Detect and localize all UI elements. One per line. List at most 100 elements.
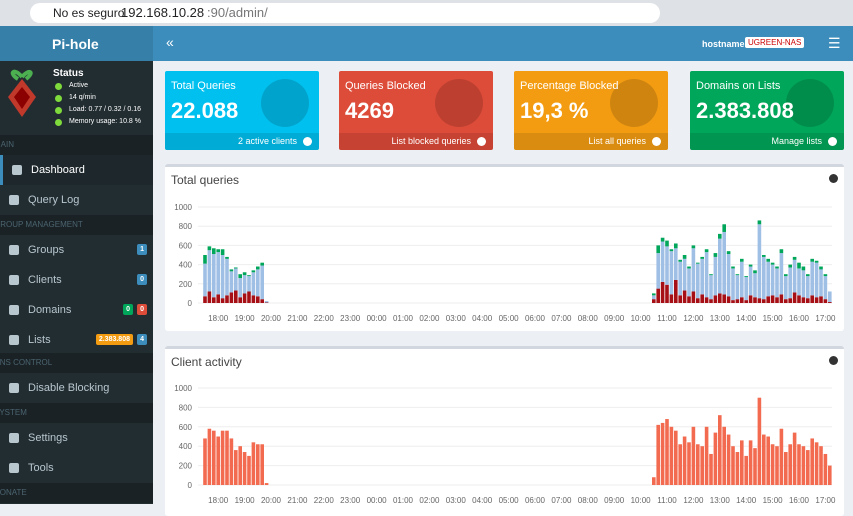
bar xyxy=(265,301,269,302)
bar xyxy=(252,442,256,485)
bar xyxy=(243,275,247,293)
bar xyxy=(740,440,744,485)
bar xyxy=(687,268,691,296)
bar xyxy=(661,282,665,303)
bar xyxy=(828,291,832,302)
x-tick-label: 22:00 xyxy=(314,496,335,504)
bar xyxy=(780,429,784,485)
x-tick-label: 18:00 xyxy=(208,314,229,323)
bar xyxy=(652,295,656,299)
y-tick-label: 0 xyxy=(188,481,193,490)
x-tick-label: 20:00 xyxy=(261,314,282,323)
bar xyxy=(744,456,748,485)
bar xyxy=(714,257,718,295)
y-tick-label: 800 xyxy=(179,222,193,231)
bar xyxy=(797,444,801,485)
bar xyxy=(815,263,819,298)
bar xyxy=(670,251,674,294)
x-tick-label: 21:00 xyxy=(287,496,308,504)
bar xyxy=(234,291,238,303)
x-tick-label: 16:00 xyxy=(789,496,810,504)
bar xyxy=(709,275,713,299)
y-tick-label: 0 xyxy=(188,299,193,308)
bar xyxy=(216,249,220,252)
bar xyxy=(758,398,762,485)
bar xyxy=(793,257,797,260)
bar xyxy=(828,302,832,303)
bar xyxy=(208,246,212,250)
bar xyxy=(819,446,823,485)
bar xyxy=(687,267,691,269)
bar xyxy=(661,238,665,242)
bar xyxy=(793,260,797,293)
bar xyxy=(731,267,735,269)
bar xyxy=(256,296,260,303)
bar xyxy=(784,276,788,299)
bar xyxy=(265,483,269,485)
bar xyxy=(718,234,722,239)
bar xyxy=(687,442,691,485)
bar xyxy=(810,295,814,303)
bar xyxy=(700,294,704,303)
bar xyxy=(212,248,216,254)
bar xyxy=(780,294,784,303)
x-tick-label: 02:00 xyxy=(419,314,440,323)
bar xyxy=(784,274,788,276)
bar xyxy=(775,446,779,485)
bar xyxy=(243,452,247,485)
bar xyxy=(810,438,814,485)
bar xyxy=(687,296,691,303)
bar xyxy=(678,260,682,262)
bar xyxy=(780,253,784,294)
x-tick-label: 15:00 xyxy=(763,314,784,323)
bar xyxy=(656,253,660,289)
x-tick-label: 17:00 xyxy=(815,496,836,504)
bar xyxy=(824,274,828,276)
bar xyxy=(797,268,801,295)
bar xyxy=(652,293,656,295)
bar xyxy=(784,452,788,485)
bar xyxy=(736,452,740,485)
bar xyxy=(203,438,207,485)
bar xyxy=(661,423,665,485)
bar xyxy=(753,273,757,297)
bar xyxy=(802,267,806,271)
bar xyxy=(234,267,238,268)
bar xyxy=(221,298,225,303)
bar xyxy=(665,241,669,247)
bar xyxy=(766,259,770,262)
bar xyxy=(665,419,669,485)
bar xyxy=(828,466,832,485)
bar xyxy=(238,297,242,303)
bar xyxy=(718,239,722,294)
bar xyxy=(252,272,256,295)
bar xyxy=(824,276,828,299)
bar xyxy=(221,431,225,485)
x-tick-label: 09:00 xyxy=(604,314,625,323)
bar xyxy=(802,446,806,485)
bar xyxy=(674,243,678,248)
x-tick-label: 15:00 xyxy=(763,496,784,504)
bar xyxy=(775,267,779,269)
x-tick-label: 20:00 xyxy=(261,496,282,504)
bar xyxy=(700,446,704,485)
x-tick-label: 05:00 xyxy=(499,496,520,504)
bar xyxy=(727,254,731,296)
bar xyxy=(243,293,247,303)
bar xyxy=(256,269,260,296)
bar xyxy=(753,297,757,303)
y-tick-label: 200 xyxy=(179,280,193,289)
x-tick-label: 10:00 xyxy=(631,496,652,504)
bar xyxy=(806,274,810,276)
bar xyxy=(731,268,735,300)
bar xyxy=(758,224,762,298)
bar xyxy=(714,253,718,257)
x-tick-label: 04:00 xyxy=(472,314,493,323)
bar xyxy=(243,272,247,275)
bar xyxy=(260,266,264,300)
bar xyxy=(766,296,770,303)
bar xyxy=(771,265,775,296)
bar xyxy=(718,293,722,303)
bar xyxy=(758,220,762,224)
bar xyxy=(692,427,696,485)
